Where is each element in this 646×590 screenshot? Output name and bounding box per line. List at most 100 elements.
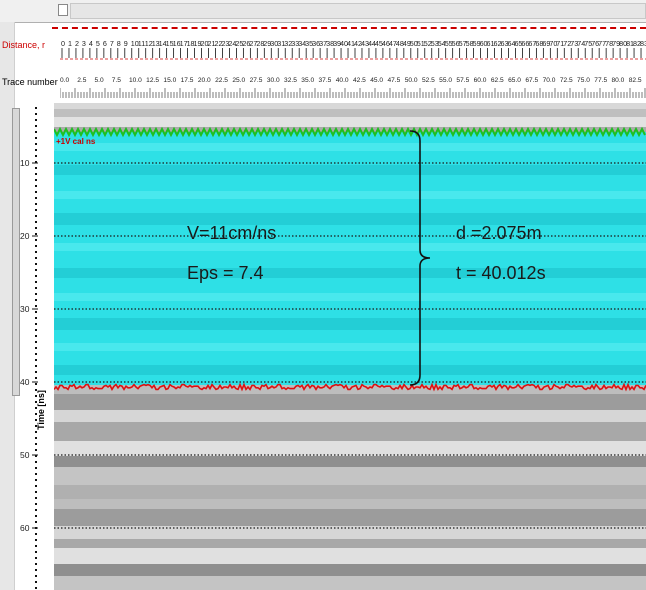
distance-tick-label: 61 [487, 39, 495, 48]
highlight-band [54, 213, 646, 225]
distance-tick-label: 40 [340, 39, 348, 48]
distance-ruler-line [52, 27, 646, 29]
distance-tick-label: 10 [131, 39, 139, 48]
trace-tick-label: 20.0 [198, 77, 211, 84]
highlight-band [54, 143, 646, 151]
distance-tick-label: 0 [61, 39, 65, 48]
time-axis-dot [35, 125, 37, 127]
distance-tick-label: 76 [591, 39, 599, 48]
lower-reflection-band [54, 441, 646, 456]
time-axis-dot [35, 317, 37, 319]
distance-tick-label: 69 [542, 39, 550, 48]
time-axis-dot [35, 485, 37, 487]
distance-tick-label: 18 [187, 39, 195, 48]
time-axis-dot [35, 407, 37, 409]
time-axis-dot [35, 107, 37, 109]
distance-tick-label: 34 [298, 39, 306, 48]
time-axis-dot [35, 191, 37, 193]
distance-tick-label: 53 [431, 39, 439, 48]
time-axis: 10 20 30 40 50 60 [20, 107, 38, 589]
distance-tick-label: 62 [494, 39, 502, 48]
distance-axis-label: Distance, r [2, 40, 46, 50]
time-axis-dot [35, 335, 37, 337]
time-axis-dot [35, 503, 37, 505]
distance-tick-label: 64 [507, 39, 515, 48]
trace-tick-label: 77.5 [594, 77, 607, 84]
vertical-scrollbar-thumb[interactable] [12, 108, 20, 396]
distance-tick-label: 29 [263, 39, 271, 48]
distance-tick-label: 75 [584, 39, 592, 48]
time-axis-dot [35, 167, 37, 169]
highlight-band [54, 343, 646, 351]
distance-tick-label: 49 [403, 39, 411, 48]
distance-tick-label: 48 [396, 39, 404, 48]
time-axis-dot [35, 359, 37, 361]
distance-tick-label: 73 [570, 39, 578, 48]
trace-tick-label: 15.0 [163, 77, 176, 84]
distance-tick-label: 82 [633, 39, 641, 48]
time-tick-label: 20 [20, 231, 30, 241]
trace-tick-label: 27.5 [250, 77, 263, 84]
time-axis-dot [35, 179, 37, 181]
time-axis-dot [35, 575, 37, 577]
distance-tick-label: 27 [249, 39, 257, 48]
time-axis-dot [35, 557, 37, 559]
time-axis-dot [35, 551, 37, 553]
lower-reflection-band [54, 485, 646, 499]
time-axis-dot [35, 215, 37, 217]
distance-tick-label: 8 [117, 39, 121, 48]
time-axis-dot [35, 497, 37, 499]
time-axis-dot [35, 311, 37, 313]
distance-tick-label: 68 [535, 39, 543, 48]
trace-tick-label: 22.5 [215, 77, 228, 84]
horizontal-scrollbar[interactable] [70, 3, 646, 19]
time-axis-dot [35, 455, 37, 457]
upper-reflection-band [54, 103, 646, 109]
surface-pick-line [54, 126, 646, 138]
velocity-annotation: V=11cm/ns [187, 223, 277, 243]
distance-tick-label: 7 [110, 39, 114, 48]
time-axis-dot [35, 449, 37, 451]
distance-tick-label: 56 [452, 39, 460, 48]
time-axis-dot [35, 239, 37, 241]
radargram-view[interactable] [54, 103, 646, 590]
highlight-band [54, 293, 646, 301]
lower-reflection-band [54, 548, 646, 564]
thickness-brace [409, 130, 431, 386]
distance-tick-label: 74 [577, 39, 585, 48]
trace-tick-label: 5.0 [94, 77, 103, 84]
time-axis-dot [35, 329, 37, 331]
lower-reflection-band [54, 576, 646, 590]
distance-tick-label: 57 [459, 39, 467, 48]
trace-tick-label: 32.5 [284, 77, 297, 84]
distance-tick-label: 36 [312, 39, 320, 48]
trace-number-ruler: 0.0 2.5 5.0 7.5 10.0 12.5 15.0 17.5 20.0 22.5 25.0… [60, 77, 646, 98]
time-axis-dot [35, 581, 37, 583]
trace-tick-label: 35.0 [301, 77, 314, 84]
trace-tick-label: 7.5 [112, 77, 121, 84]
distance-tick-label: 45 [375, 39, 383, 48]
distance-tick-label: 37 [319, 39, 327, 48]
lower-reflection-band [54, 467, 646, 485]
lower-reflection-band [54, 499, 646, 509]
travel-time-annotation: t = 40.012s [456, 263, 546, 283]
highlight-band [54, 318, 646, 330]
distance-tick-label: 11 [138, 39, 145, 48]
time-axis-dot [35, 341, 37, 343]
time-axis-dot [35, 281, 37, 283]
distance-tick-label: 9 [124, 39, 128, 48]
time-axis-dot [35, 479, 37, 481]
distance-tick-label: 15 [166, 39, 174, 48]
distance-tick-label: 6 [103, 39, 107, 48]
distance-tick-label: 81 [626, 39, 634, 48]
distance-tick-label: 17 [180, 39, 188, 48]
toolbar-grip[interactable] [58, 4, 68, 16]
time-tick-label: 50 [20, 450, 30, 460]
time-axis-dot [35, 467, 37, 469]
distance-tick-label: 30 [270, 39, 278, 48]
distance-tick-label: 65 [514, 39, 522, 48]
time-axis-dot [35, 131, 37, 133]
time-axis-dot [35, 569, 37, 571]
time-axis-dot [35, 209, 37, 211]
